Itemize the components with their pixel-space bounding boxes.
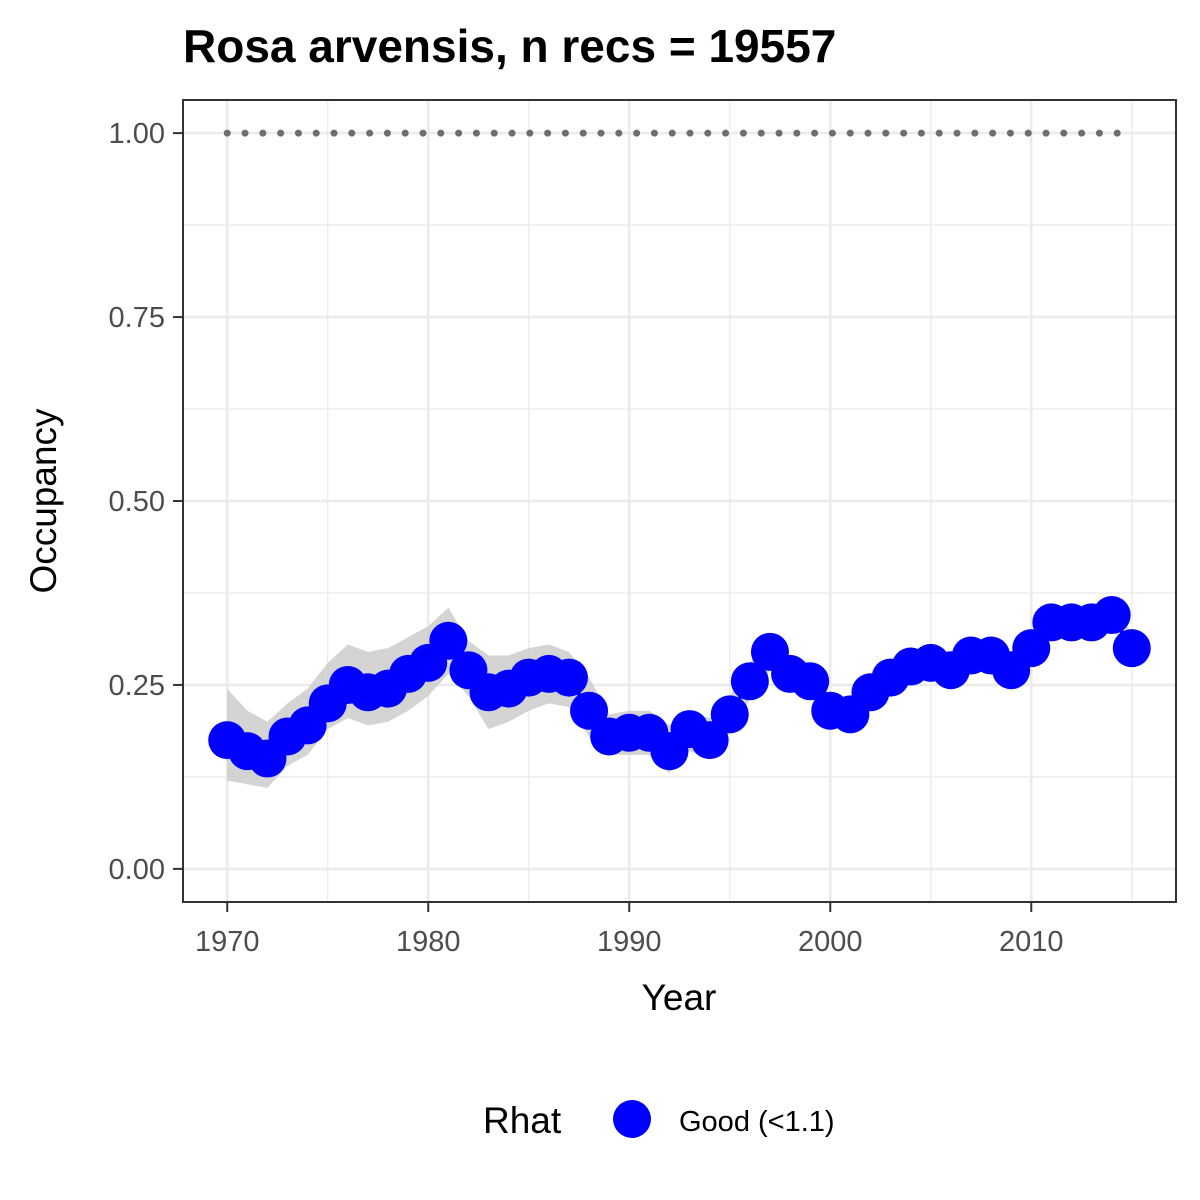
x-tick-label: 2000 bbox=[798, 926, 863, 958]
y-tick-label: 0.75 bbox=[109, 302, 165, 334]
data-point-2014 bbox=[1092, 596, 1131, 635]
x-tick-label: 1970 bbox=[195, 926, 260, 958]
data-point-2015 bbox=[1112, 629, 1151, 668]
chart-title: Rosa arvensis, n recs = 19557 bbox=[183, 20, 836, 72]
y-tick-label: 0.50 bbox=[109, 486, 165, 518]
legend-label-good: Good (<1.1) bbox=[679, 1106, 835, 1138]
x-tick-label: 2010 bbox=[999, 926, 1064, 958]
y-tick-label: 0.25 bbox=[109, 670, 165, 702]
data-point-1994 bbox=[690, 721, 729, 760]
y-axis-title: Occupancy bbox=[23, 408, 64, 594]
grid-lines bbox=[183, 100, 1176, 902]
axes-layer: 0.00 0.25 0.50 0.75 1.00 1970 1980 1990 2000 2010 bbox=[109, 118, 1064, 958]
data-point-2010 bbox=[1012, 629, 1051, 668]
legend-title: Rhat bbox=[483, 1100, 562, 1141]
legend-key-good bbox=[613, 1100, 651, 1138]
y-tick-label: 1.00 bbox=[109, 118, 165, 150]
legend: Rhat Good (<1.1) bbox=[483, 1100, 835, 1141]
data-points-layer bbox=[208, 596, 1151, 778]
y-tick-label: 0.00 bbox=[109, 854, 165, 886]
x-tick-label: 1980 bbox=[396, 926, 461, 958]
data-point-1996 bbox=[730, 662, 769, 701]
x-axis-title: Year bbox=[642, 977, 717, 1018]
data-point-1995 bbox=[710, 695, 749, 734]
data-point-1981 bbox=[429, 621, 468, 660]
data-point-1987 bbox=[549, 658, 588, 697]
x-tick-label: 1990 bbox=[597, 926, 662, 958]
data-point-1999 bbox=[791, 662, 830, 701]
data-point-1988 bbox=[570, 691, 609, 730]
